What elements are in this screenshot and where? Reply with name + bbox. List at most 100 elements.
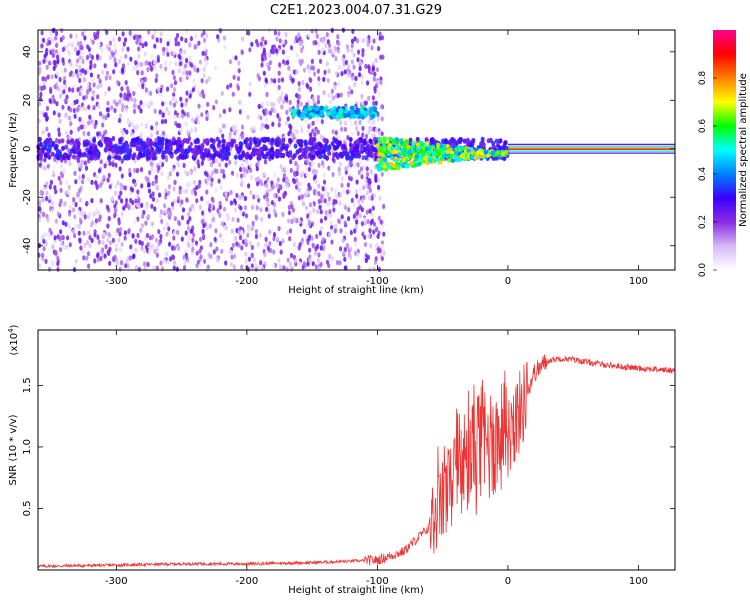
heatmap-cell (300, 194, 304, 200)
heatmap-cell (171, 254, 175, 260)
heatmap-cell (52, 169, 56, 175)
heatmap-cell (205, 225, 209, 231)
heatmap-cell (452, 138, 457, 144)
heatmap-cell (116, 227, 120, 233)
heatmap-cell (356, 206, 360, 212)
heatmap-cell (153, 59, 157, 65)
heatmap-cell (314, 144, 319, 150)
heatmap-cell (372, 106, 378, 112)
heatmap-cell (238, 235, 243, 241)
heatmap-cell (134, 247, 138, 253)
heatmap-cell (358, 213, 363, 219)
heatmap-cell (292, 153, 297, 159)
heatmap-cell (94, 218, 98, 224)
heatmap-cell (239, 205, 243, 211)
heatmap-cell (121, 103, 125, 109)
heatmap-cell (234, 128, 238, 134)
heatmap-cell (217, 178, 221, 184)
heatmap-cell (268, 229, 272, 235)
heatmap-cell (155, 265, 159, 271)
heatmap-cell (159, 87, 163, 93)
heatmap-cell (184, 63, 188, 69)
heatmap-cell (358, 158, 362, 164)
heatmap-cell (266, 61, 270, 68)
heatmap-cell (323, 105, 329, 111)
heatmap-cell (87, 263, 91, 269)
heatmap-cell (265, 206, 269, 212)
heatmap-cell (108, 40, 112, 46)
heatmap-cell (115, 147, 120, 154)
heatmap-cell (140, 223, 144, 229)
heatmap-cell (251, 224, 255, 230)
heatmap-cell (380, 256, 384, 262)
heatmap-cell (125, 107, 129, 113)
heatmap-cell (73, 214, 77, 220)
heatmap-cell (348, 159, 352, 165)
heatmap-cell (221, 138, 226, 144)
x-tick-label: -300 (105, 276, 128, 287)
heatmap-cell (309, 149, 314, 155)
heatmap-cell (326, 191, 330, 197)
heatmap-cell (312, 168, 316, 174)
heatmap-cell (169, 100, 173, 106)
heatmap-cell (145, 232, 150, 239)
heatmap-cell (200, 196, 204, 202)
heatmap-cell (154, 77, 158, 83)
heatmap-cell (60, 241, 64, 247)
heatmap-cell (113, 143, 118, 149)
heatmap-cell (137, 266, 141, 272)
heatmap-cell (368, 138, 373, 144)
heatmap-cell (49, 88, 53, 94)
snr-panel: -300 -200 -100 0 100 0.51.01.5 Height of str… (7, 324, 676, 596)
heatmap-cell (248, 47, 252, 53)
heatmap-cell (229, 261, 233, 267)
heatmap-cell (192, 78, 196, 84)
heatmap-cell (243, 167, 247, 173)
heatmap-cell (105, 107, 109, 113)
heatmap-cell (324, 43, 328, 49)
heatmap-cell (57, 131, 61, 137)
heatmap-cell (275, 182, 279, 188)
heatmap-cell (267, 65, 271, 71)
y-tick-label: 1.0 (22, 439, 33, 455)
heatmap-cell (360, 80, 364, 86)
heatmap-cell (385, 162, 390, 167)
heatmap-cell (162, 50, 166, 57)
heatmap-cell (360, 93, 364, 99)
heatmap-cell (281, 59, 285, 65)
heatmap-cell (370, 35, 374, 41)
heatmap-cell (256, 194, 260, 200)
heatmap-cell (136, 140, 141, 146)
heatmap-cell (87, 149, 92, 155)
heatmap-cell (317, 183, 321, 189)
heatmap-cell (188, 216, 192, 222)
heatmap-cell (175, 229, 180, 235)
heatmap-cell (114, 184, 118, 190)
heatmap-cell (233, 253, 237, 259)
heatmap-cell (185, 171, 190, 177)
heatmap-cell (347, 163, 351, 169)
heatmap-cell (184, 121, 188, 127)
heatmap-cell (260, 53, 264, 59)
heatmap-cell (334, 130, 338, 136)
heatmap-cell (181, 113, 185, 119)
heatmap-cell (150, 245, 155, 251)
heatmap-cell (334, 56, 338, 62)
heatmap-cell (126, 152, 131, 158)
heatmap-cell (307, 219, 312, 225)
heatmap-cell (185, 57, 189, 64)
heatmap-cell (350, 47, 354, 53)
heatmap-cell (254, 214, 258, 220)
heatmap-cell (140, 240, 144, 246)
colorbar-gradient (713, 30, 736, 270)
heatmap-cell (172, 102, 176, 108)
heatmap-cell (120, 86, 124, 92)
heatmap-cell (212, 152, 217, 158)
heatmap-cell (118, 166, 122, 172)
heatmap-cell (354, 150, 358, 157)
heatmap-cell (122, 41, 126, 47)
heatmap-cell (296, 181, 301, 187)
heatmap-cell (294, 35, 298, 41)
heatmap-cell (426, 150, 431, 155)
heatmap-cell (123, 235, 127, 241)
